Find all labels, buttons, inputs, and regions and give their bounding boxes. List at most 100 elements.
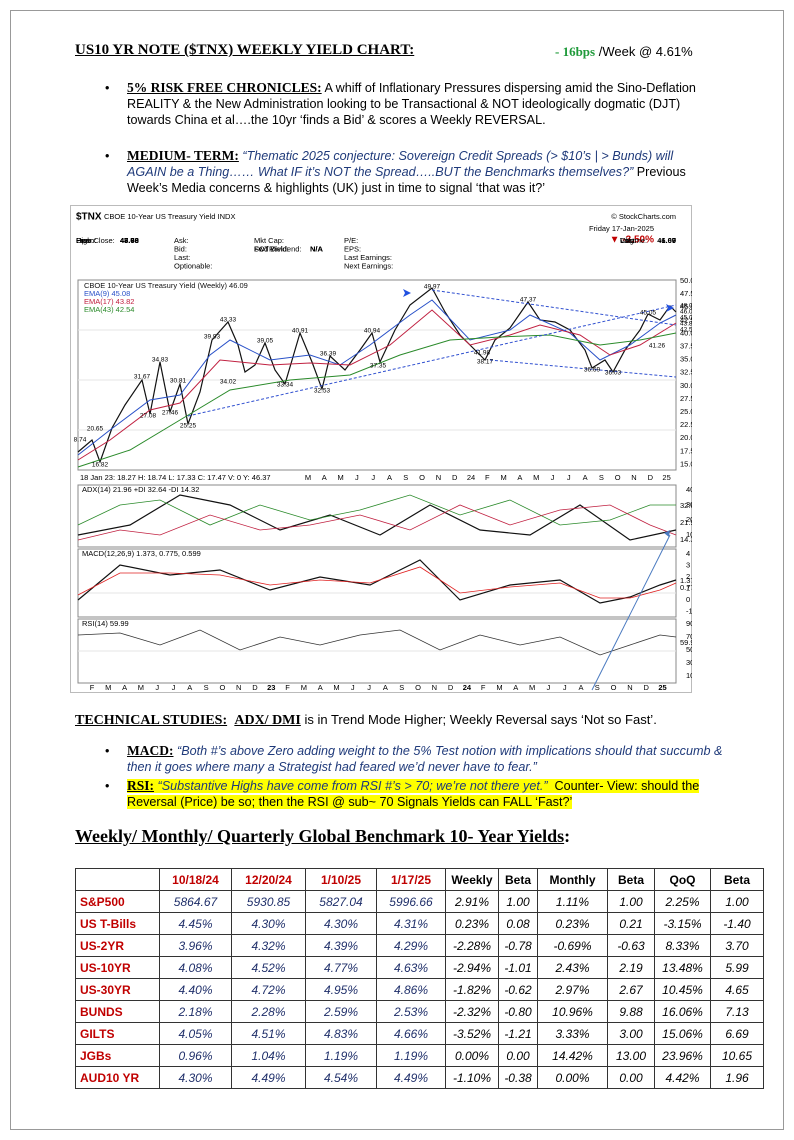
info-label: EPS: (344, 244, 361, 253)
table-cell: 0.23% (537, 912, 608, 935)
table-title-text: Weekly/ Monthly/ Quarterly Global Benchm… (75, 826, 565, 846)
strip-month: J (567, 473, 571, 482)
strip-month: M (533, 473, 539, 482)
info-label: Last Earnings: (344, 253, 392, 262)
table-cell: 9.88 (607, 1000, 655, 1023)
study-quote: “Substantive Highs have come from RSI #’… (157, 779, 548, 793)
table-cell: 0.00% (445, 1044, 499, 1067)
x-month: M (105, 683, 111, 692)
info-value: 46.09 (657, 236, 676, 245)
table-cell: -0.63 (607, 934, 655, 957)
axis-label: 10 (686, 671, 692, 680)
ticker: $TNX (76, 212, 102, 223)
table-cell: 4.29% (376, 934, 446, 957)
price-label: 41.26 (649, 343, 666, 350)
right-label: 32.64 (680, 501, 692, 510)
info-label: Next Earnings: (344, 261, 393, 270)
table-cell: 2.67 (607, 978, 655, 1001)
x-month: 25 (658, 683, 666, 692)
axis-label: 50 (686, 645, 692, 654)
price-label: 47.37 (520, 297, 537, 304)
table-cell: 2.53% (376, 1000, 446, 1023)
table-cell: 14.42% (537, 1044, 608, 1067)
table-cell: 5827.04 (305, 890, 377, 913)
macd-signal (77, 566, 677, 599)
x-month: N (236, 683, 241, 692)
table-cell: 1.19% (305, 1044, 377, 1067)
table-cell: 23.96% (654, 1044, 711, 1067)
table-cell: 0.00 (607, 1066, 655, 1089)
table-cell: 5930.85 (231, 890, 306, 913)
info-value: -1.67 (659, 236, 676, 245)
x-month: F (285, 683, 290, 692)
chart-border (70, 205, 692, 693)
table-cell: -1.10% (445, 1066, 499, 1089)
x-month: M (301, 683, 307, 692)
price-label: 40.94 (364, 328, 381, 335)
table-cell: 1.00 (607, 890, 655, 913)
info-value: N/A (310, 244, 324, 253)
strip-month: A (517, 473, 522, 482)
x-month: 24 (463, 683, 472, 692)
table-cell: 4.95% (305, 978, 377, 1001)
info-value: 0 (672, 236, 676, 245)
table-cell: 0.00 (498, 1044, 538, 1067)
strip-month: 25 (662, 473, 670, 482)
chart-image: $TNX CBOE 10-Year US Treasury Yield INDX ©… (70, 205, 692, 693)
price-label: 32.53 (314, 388, 331, 395)
axis-label: 42.5 (680, 315, 692, 324)
strip-month: D (648, 473, 654, 482)
table-cell: -3.15% (654, 912, 711, 935)
minus-di (77, 504, 677, 541)
price-label: 40.91 (292, 328, 309, 335)
price-label: 25.25 (180, 423, 197, 430)
x-month: S (399, 683, 404, 692)
right-label: 43.82 (680, 321, 692, 328)
info-label: Mkt Cap: (254, 236, 284, 245)
bullet-text: A whiff of Inflationary Pressures disper… (127, 81, 696, 127)
grid (78, 329, 676, 652)
axis-label: 22.5 (680, 420, 692, 429)
axis-label: -1 (686, 606, 692, 615)
table-row: BUNDS 2.18% 2.28% 2.59% 2.53% -2.32% -0.80 10.9… (75, 1000, 764, 1023)
strip-month: F (485, 473, 490, 482)
table-cell: -2.32% (445, 1000, 499, 1023)
table-cell: 4.63% (376, 956, 446, 979)
date-strip: 18 Jan 23: 18.27 H: 18.74 L: 17.33 C: 17… (80, 473, 271, 482)
info-label: P/E: (344, 236, 358, 245)
table-cell: US-10YR (75, 956, 160, 979)
axis-label: 35.0 (680, 355, 692, 364)
info-label: Bid: (174, 244, 187, 253)
table-cell: 1.04% (231, 1044, 306, 1067)
table-cell: 4.42% (654, 1066, 711, 1089)
table-cell: 4.30% (159, 1066, 232, 1089)
info-label: Fwd Yield: (254, 244, 289, 253)
table-cell: Beta (607, 868, 655, 891)
table-cell: -2.94% (445, 956, 499, 979)
bullet: • 5% RISK FREE CHRONICLES: A whiff of Inf… (105, 80, 696, 127)
adx-panel (77, 484, 677, 548)
strip-month: N (631, 473, 636, 482)
x-month: M (333, 683, 339, 692)
copyright: © StockCharts.com (611, 212, 676, 221)
table-row: AUD10 YR 4.30% 4.49% 4.54% 4.49% -1.10% -0.38 0… (75, 1066, 764, 1089)
table-cell: 2.91% (445, 890, 499, 913)
x-month: J (351, 683, 355, 692)
rsi-label: RSI(14) 59.99 (82, 619, 129, 628)
price-label: 27.46 (162, 410, 179, 417)
price-label: 37.35 (370, 363, 387, 370)
bullet-label: 5% RISK FREE CHRONICLES: (127, 80, 322, 95)
plus-di (77, 494, 676, 526)
table-cell: 6.69 (710, 1022, 764, 1045)
info-label: Fwd Dividend: (254, 244, 302, 253)
price-label: 8.74 (74, 437, 87, 444)
strip-month: A (322, 473, 327, 482)
axis-label: 17.5 (680, 446, 692, 455)
table-cell: 4.31% (376, 912, 446, 935)
x-month: S (204, 683, 209, 692)
price-label: 36.69 (584, 367, 601, 374)
technical-label: TECHNICAL STUDIES: (75, 713, 228, 728)
chart-name: CBOE 10-Year US Treasury Yield INDX (104, 212, 235, 221)
price-panel (77, 279, 677, 471)
axis-label: 50.0 (680, 276, 692, 285)
